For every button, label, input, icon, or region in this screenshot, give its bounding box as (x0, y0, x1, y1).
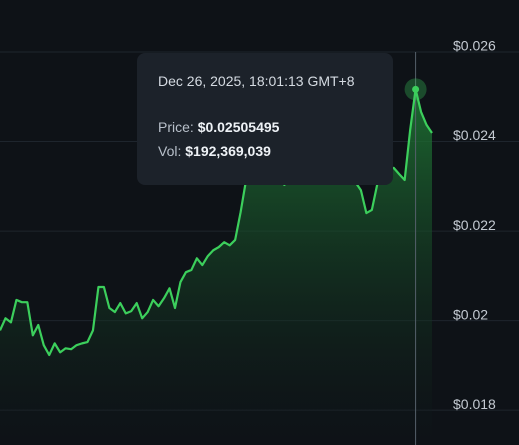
y-tick-label: $0.026 (453, 38, 496, 54)
price-label: Price: (158, 119, 194, 135)
tooltip-volume: Vol: $192,369,039 (158, 143, 372, 159)
y-tick-label: $0.018 (453, 396, 496, 412)
volume-label: Vol: (158, 143, 182, 159)
tooltip-price: Price: $0.02505495 (158, 119, 372, 135)
volume-value: $192,369,039 (185, 143, 271, 159)
tooltip-date: Dec 26, 2025, 18:01:13 GMT+8 (158, 73, 355, 89)
tooltip: Dec 26, 2025, 18:01:13 GMT+8 Price: $0.0… (137, 53, 393, 185)
y-tick-label: $0.022 (453, 217, 496, 233)
price-value: $0.02505495 (197, 119, 280, 135)
y-tick-label: $0.02 (453, 306, 488, 322)
price-line (0, 88, 433, 357)
highlight-point (412, 85, 420, 93)
y-tick-label: $0.024 (453, 127, 496, 143)
